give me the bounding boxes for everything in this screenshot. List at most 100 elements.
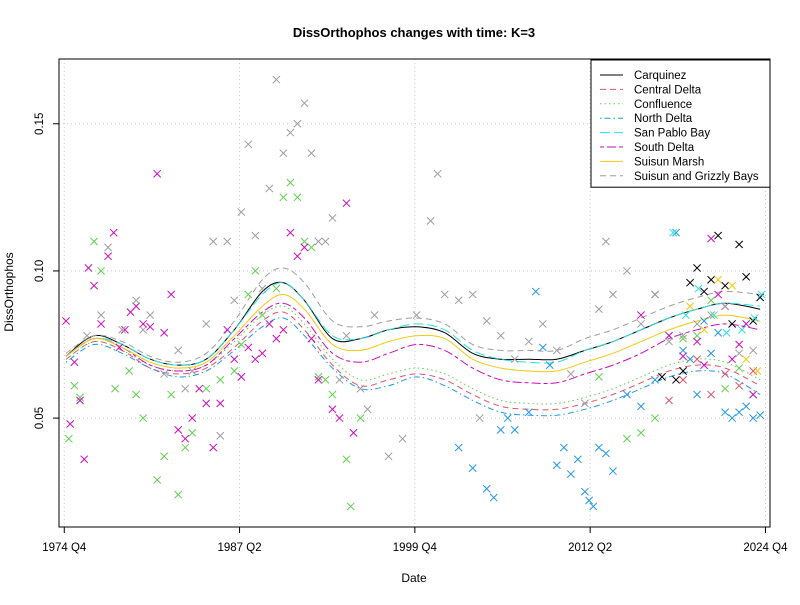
data-point-central-delta: [735, 381, 744, 390]
data-point-confluence: [174, 490, 183, 499]
data-point-central-delta: [693, 355, 702, 364]
data-point-north-delta: [672, 228, 680, 237]
data-point-carquinez: [679, 367, 688, 375]
data-point-north-delta: [623, 390, 631, 399]
data-point-north-delta: [566, 470, 575, 478]
data-point-south-delta: [700, 361, 709, 370]
data-point-south-delta: [637, 311, 645, 320]
data-point-north-delta: [468, 464, 477, 473]
data-points: [62, 75, 766, 511]
data-point-south-delta: [258, 349, 267, 358]
data-point-suisun-and-grizzly-bays: [321, 237, 330, 246]
data-point-south-delta: [742, 319, 751, 328]
x-axis-label: Date: [401, 571, 427, 585]
data-point-carquinez: [672, 375, 680, 384]
data-point-suisun-and-grizzly-bays: [679, 331, 688, 340]
data-point-confluence: [293, 193, 302, 202]
trend-line-san-pablo-bay: [65, 282, 761, 366]
data-point-north-delta: [594, 443, 603, 452]
data-point-confluence: [188, 428, 197, 437]
data-point-san-pablo-bay: [750, 314, 759, 322]
data-point-north-delta: [693, 390, 702, 399]
data-point-north-delta: [503, 414, 512, 423]
data-point-suisun-and-grizzly-bays: [623, 266, 631, 275]
data-point-suisun-and-grizzly-bays: [440, 290, 449, 299]
data-point-confluence: [90, 237, 99, 246]
data-point-suisun-and-grizzly-bays: [209, 237, 218, 246]
data-point-confluence: [97, 266, 106, 275]
data-point-suisun-and-grizzly-bays: [272, 75, 281, 84]
data-point-south-delta: [328, 405, 337, 414]
data-point-south-delta: [286, 228, 295, 237]
data-point-suisun-and-grizzly-bays: [244, 140, 253, 149]
data-point-north-delta: [510, 425, 519, 434]
data-point-north-delta: [531, 287, 540, 296]
data-point-suisun-and-grizzly-bays: [601, 237, 610, 246]
legend-label: Confluence: [634, 99, 692, 111]
data-point-north-delta: [573, 455, 582, 464]
data-point-south-delta: [80, 455, 89, 464]
data-point-north-delta: [454, 443, 463, 452]
data-point-south-delta: [230, 355, 239, 364]
data-point-suisun-and-grizzly-bays: [237, 208, 246, 217]
data-point-south-delta: [707, 234, 716, 243]
data-point-suisun-and-grizzly-bays: [749, 346, 758, 355]
data-point-north-delta: [482, 484, 491, 493]
data-point-suisun-and-grizzly-bays: [566, 369, 575, 378]
legend: Carquinez Central Delta Confluence North De…: [590, 59, 771, 188]
data-point-san-pablo-bay: [722, 328, 731, 337]
data-point-central-delta: [707, 390, 716, 399]
data-point-suisun-and-grizzly-bays: [104, 243, 113, 252]
data-point-south-delta: [307, 334, 316, 343]
data-point-suisun-and-grizzly-bays: [216, 431, 225, 440]
data-point-san-pablo-bay: [694, 284, 703, 293]
data-point-confluence: [70, 381, 79, 390]
data-point-confluence: [623, 434, 631, 443]
data-point-south-delta: [115, 343, 124, 352]
data-point-san-pablo-bay: [757, 290, 766, 299]
trend-curves: [65, 267, 761, 417]
y-axis: 0.05 0.10 0.15: [34, 113, 59, 429]
data-point-north-delta: [589, 502, 598, 511]
data-point-suisun-and-grizzly-bays: [83, 331, 92, 340]
data-point-confluence: [286, 178, 295, 187]
data-point-confluence: [76, 393, 84, 402]
legend-label: Carquinez: [634, 70, 687, 82]
legend-label: Suisun and Grizzly Bays: [634, 171, 759, 183]
y-tick-label: 0.15: [34, 113, 46, 135]
data-point-confluence: [594, 372, 603, 381]
data-point-suisun-and-grizzly-bays: [524, 337, 533, 346]
data-point-south-delta: [160, 328, 169, 337]
data-point-suisun-and-grizzly-bays: [223, 237, 232, 246]
trend-line-south-delta: [65, 302, 761, 385]
data-point-carquinez: [721, 281, 730, 290]
data-point-suisun-and-grizzly-bays: [363, 405, 372, 414]
data-point-north-delta: [559, 443, 568, 452]
y-tick-label: 0.10: [34, 260, 46, 282]
data-point-south-delta: [188, 414, 197, 423]
data-point-suisun-and-grizzly-bays: [665, 337, 673, 346]
data-point-suisun-and-grizzly-bays: [265, 184, 274, 193]
data-point-confluence: [111, 384, 120, 393]
data-point-suisun-and-grizzly-bays: [230, 296, 239, 305]
trend-line-suisun-and-grizzly-bays: [65, 267, 761, 363]
data-point-suisun-and-grizzly-bays: [426, 216, 435, 225]
data-point-confluence: [251, 266, 260, 275]
data-point-confluence: [346, 502, 355, 511]
data-point-confluence: [342, 455, 351, 464]
data-point-confluence: [735, 364, 744, 373]
data-point-north-delta: [585, 496, 594, 505]
data-point-suisun-and-grizzly-bays: [637, 319, 645, 328]
data-point-north-delta: [651, 375, 659, 384]
data-point-suisun-marsh: [700, 325, 709, 334]
data-point-suisun-and-grizzly-bays: [314, 237, 323, 246]
data-point-confluence: [679, 334, 688, 343]
data-point-confluence: [230, 367, 239, 375]
data-point-south-delta: [223, 325, 232, 334]
data-point-suisun-and-grizzly-bays: [594, 305, 603, 314]
data-point-north-delta: [728, 414, 737, 423]
data-point-south-delta: [146, 322, 155, 331]
data-point-suisun-and-grizzly-bays: [707, 311, 716, 320]
data-point-carquinez: [700, 287, 709, 296]
data-point-confluence: [328, 390, 337, 399]
